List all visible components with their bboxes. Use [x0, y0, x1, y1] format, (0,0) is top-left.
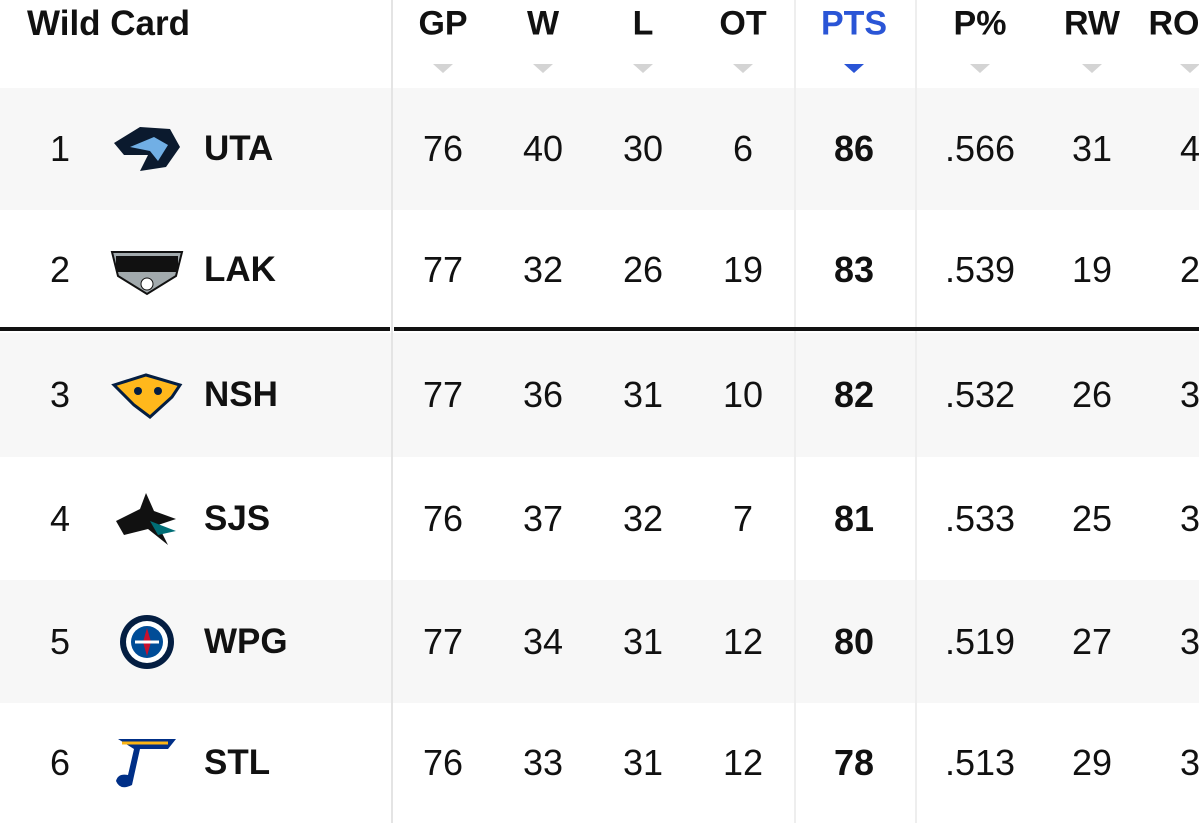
stat-cell: 26	[1071, 374, 1113, 415]
team-abbr[interactable]: LAK	[204, 250, 276, 289]
playoff-cutoff-line	[0, 327, 390, 331]
stat-cell: 10	[722, 374, 764, 415]
stat-cell: 77	[422, 620, 464, 662]
stat-cell: 7	[732, 497, 754, 539]
column-header[interactable]: P%	[953, 4, 1007, 43]
stat-cell: .539	[944, 249, 1016, 290]
sort-arrow[interactable]	[433, 64, 453, 73]
stat-cell: 86	[833, 128, 875, 169]
stat-cell: 12	[722, 742, 764, 783]
rank: 4	[49, 497, 71, 539]
table-row[interactable]: 2 LAK 77 32 26 19 83 .539 19 2	[0, 210, 1199, 330]
column-divider	[915, 0, 917, 823]
stat-cell: 19	[1071, 249, 1113, 290]
stat-cell: 31	[622, 620, 664, 662]
team-logo	[110, 367, 184, 428]
stat-cell: 33	[522, 742, 564, 783]
stat-cell: 76	[422, 128, 464, 169]
column-header[interactable]: OT	[719, 4, 767, 43]
stat-cell: 6	[732, 128, 754, 169]
sort-arrow[interactable]	[1082, 64, 1102, 73]
sort-arrow[interactable]	[970, 64, 990, 73]
stat-cell: 32	[622, 497, 664, 539]
column-header[interactable]: RW	[1063, 4, 1121, 43]
column-header[interactable]: PTS	[820, 4, 888, 43]
team-logo	[110, 491, 184, 552]
team-abbr[interactable]: WPG	[204, 621, 288, 661]
stat-cell: 12	[722, 620, 764, 662]
table-row[interactable]: 3 NSH 77 36 31 10 82 .532 26 3	[0, 333, 1199, 457]
stat-cell: 31	[622, 742, 664, 783]
rank: 5	[49, 620, 71, 662]
stat-cell: 40	[522, 128, 564, 169]
playoff-cutoff-line	[394, 327, 1199, 331]
stat-cell: 78	[833, 742, 875, 783]
stat-cell: 36	[522, 374, 564, 415]
rank: 1	[49, 128, 71, 169]
stat-cell: 34	[522, 620, 564, 662]
stat-cell: 3	[1180, 374, 1199, 415]
stat-cell: .566	[944, 128, 1016, 169]
stat-cell: 82	[833, 374, 875, 415]
stat-cell: 81	[833, 497, 875, 539]
team-logo	[110, 735, 184, 796]
table-row[interactable]: 4 SJS 76 37 32 7 81 .533 25 3	[0, 457, 1199, 580]
rank: 3	[49, 374, 71, 415]
stat-cell: 31	[622, 374, 664, 415]
stat-cell: 4	[1180, 128, 1199, 169]
team-abbr[interactable]: STL	[204, 743, 271, 782]
team-abbr[interactable]: NSH	[204, 375, 278, 414]
team-logo	[110, 121, 184, 182]
stat-cell: .533	[944, 497, 1016, 539]
stat-cell: 25	[1071, 497, 1113, 539]
sort-arrow[interactable]	[844, 64, 864, 73]
stat-cell: .519	[944, 620, 1016, 662]
team-logo	[110, 242, 184, 303]
table-row[interactable]: 5 WPG 77 34 31 12 80 .519 27 3	[0, 580, 1199, 703]
stat-cell: 3	[1180, 742, 1199, 783]
team-abbr[interactable]: UTA	[204, 129, 274, 168]
sort-arrow[interactable]	[1180, 64, 1199, 73]
rank: 2	[49, 249, 71, 290]
stat-cell: 76	[422, 497, 464, 539]
stat-cell: 31	[1071, 128, 1113, 169]
stat-cell: 83	[833, 249, 875, 290]
sort-arrow[interactable]	[633, 64, 653, 73]
stat-cell: 32	[522, 249, 564, 290]
stat-cell: 27	[1071, 620, 1113, 662]
stat-cell: 30	[622, 128, 664, 169]
stat-cell: 77	[422, 249, 464, 290]
table-title: Wild Card	[27, 4, 191, 43]
rank: 6	[49, 742, 71, 783]
stat-cell: .532	[944, 374, 1016, 415]
column-header[interactable]: GP	[418, 4, 468, 43]
column-divider	[794, 0, 796, 823]
column-divider	[391, 0, 393, 823]
team-logo	[110, 614, 184, 675]
stat-cell: 37	[522, 497, 564, 539]
stat-cell: 2	[1180, 249, 1199, 290]
stat-cell: 26	[622, 249, 664, 290]
stat-cell: 29	[1071, 742, 1113, 783]
stat-cell: 77	[422, 374, 464, 415]
stat-cell: 80	[833, 620, 875, 662]
column-header[interactable]: L	[632, 4, 654, 43]
stat-cell: 3	[1180, 497, 1199, 539]
sort-arrow[interactable]	[533, 64, 553, 73]
stat-cell: 3	[1180, 620, 1199, 662]
column-header[interactable]: ROW	[1148, 4, 1199, 43]
table-row[interactable]: 6 STL 76 33 31 12 78 .513 29 3	[0, 703, 1199, 823]
stat-cell: .513	[944, 742, 1016, 783]
column-header[interactable]: W	[526, 4, 560, 43]
table-row[interactable]: 1 UTA 76 40 30 6 86 .566 31 4	[0, 88, 1199, 210]
stat-cell: 76	[422, 742, 464, 783]
sort-arrow[interactable]	[733, 64, 753, 73]
team-abbr[interactable]: SJS	[204, 498, 271, 538]
stat-cell: 19	[722, 249, 764, 290]
